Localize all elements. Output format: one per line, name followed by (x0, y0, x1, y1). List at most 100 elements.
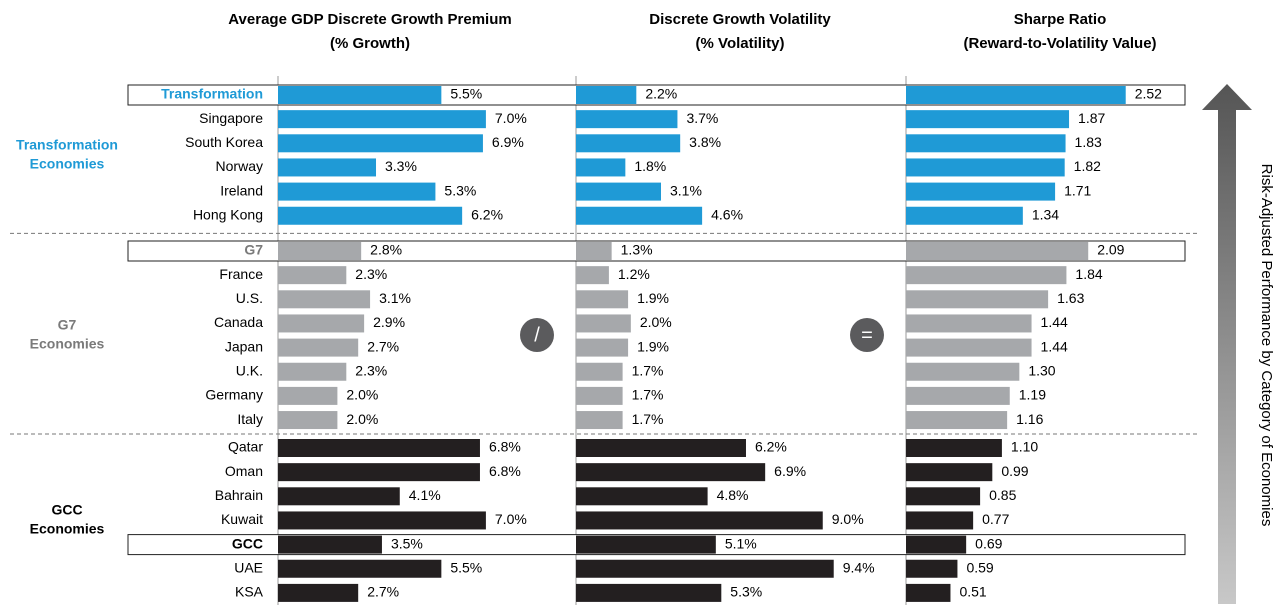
bar (278, 386, 338, 405)
value-label: 1.82 (1074, 158, 1101, 174)
bar (906, 86, 1126, 104)
panel-title: (Reward-to-Volatility Value) (963, 35, 1156, 52)
panel-title: (% Growth) (330, 35, 410, 52)
value-label: 3.8% (689, 134, 721, 150)
category-label: Bahrain (215, 487, 263, 503)
category-label: South Korea (185, 134, 263, 150)
bar (576, 362, 623, 381)
operator-symbol: = (861, 324, 873, 346)
bar (906, 290, 1049, 309)
bar (906, 439, 1002, 457)
value-label: 1.7% (632, 387, 664, 403)
value-label: 1.19 (1019, 387, 1046, 403)
bar (278, 206, 463, 225)
category-label: G7 (244, 242, 263, 258)
bar (906, 511, 974, 530)
bar (576, 206, 703, 225)
value-label: 3.7% (686, 110, 718, 126)
value-label: 0.59 (966, 559, 993, 575)
value-label: 1.63 (1057, 290, 1084, 306)
value-label: 2.9% (373, 314, 405, 330)
value-label: 2.0% (346, 411, 378, 427)
value-label: 9.0% (832, 511, 864, 527)
bar (278, 314, 365, 333)
bar (906, 110, 1070, 129)
category-label: Transformation (161, 86, 263, 102)
value-label: 1.30 (1028, 362, 1055, 378)
group-label: G7 (58, 317, 77, 333)
panel-title: Average GDP Discrete Growth Premium (228, 11, 511, 28)
operator-badge (520, 318, 554, 352)
bar (576, 134, 681, 153)
panel-title: Sharpe Ratio (1014, 11, 1107, 28)
bar (278, 411, 338, 430)
value-label: 1.44 (1041, 338, 1068, 354)
value-label: 5.5% (450, 559, 482, 575)
value-label: 2.3% (355, 362, 387, 378)
bar (906, 535, 967, 554)
value-label: 7.0% (495, 511, 527, 527)
bar (906, 411, 1008, 430)
value-label: 5.3% (730, 584, 762, 600)
bar (278, 439, 480, 457)
value-label: 1.2% (618, 266, 650, 282)
bar (278, 242, 362, 260)
category-label: France (219, 266, 263, 282)
value-label: 1.87 (1078, 110, 1105, 126)
value-label: 0.69 (975, 535, 1002, 551)
bar (906, 583, 951, 602)
value-label: 2.0% (346, 387, 378, 403)
bar (278, 110, 486, 129)
value-label: 3.1% (379, 290, 411, 306)
panel-title: (% Volatility) (696, 35, 785, 52)
value-label: 0.77 (982, 511, 1009, 527)
value-label: 1.9% (637, 338, 669, 354)
value-label: 4.6% (711, 206, 743, 222)
value-label: 1.9% (637, 290, 669, 306)
bar (278, 535, 382, 554)
value-label: 5.1% (725, 535, 757, 551)
bar (278, 559, 442, 578)
value-label: 6.9% (492, 134, 524, 150)
bar (906, 559, 958, 578)
value-label: 3.1% (670, 182, 702, 198)
value-label: 3.5% (391, 535, 423, 551)
bar (906, 206, 1023, 225)
bar (278, 338, 359, 357)
bar (576, 242, 612, 260)
panel-title: Discrete Growth Volatility (649, 11, 831, 28)
value-label: 6.8% (489, 439, 521, 455)
category-label: U.S. (236, 290, 263, 306)
category-label: KSA (235, 584, 264, 600)
value-label: 9.4% (843, 559, 875, 575)
bar (576, 158, 626, 177)
bar (906, 158, 1065, 177)
bar (576, 511, 823, 530)
bar (278, 511, 486, 530)
bar (576, 86, 637, 104)
category-label: Qatar (228, 439, 263, 455)
bar (278, 158, 377, 177)
bar (906, 362, 1020, 381)
bar (576, 439, 746, 457)
bar (906, 386, 1010, 405)
bar (576, 487, 708, 506)
value-label: 1.44 (1041, 314, 1068, 330)
bar (278, 487, 400, 506)
value-label: 2.09 (1097, 242, 1124, 258)
value-label: 1.10 (1011, 439, 1038, 455)
bar (278, 362, 347, 381)
value-label: 2.2% (645, 86, 677, 102)
value-label: 1.83 (1075, 134, 1102, 150)
bar (906, 182, 1056, 201)
value-label: 1.3% (621, 242, 653, 258)
value-label: 6.9% (774, 463, 806, 479)
value-label: 1.7% (632, 362, 664, 378)
category-label: Kuwait (221, 511, 263, 527)
performance-arrow (1202, 84, 1252, 604)
bar (576, 583, 722, 602)
category-label: Hong Kong (193, 206, 263, 222)
value-label: 5.3% (444, 182, 476, 198)
value-label: 4.1% (409, 487, 441, 503)
group-label: GCC (51, 502, 82, 518)
